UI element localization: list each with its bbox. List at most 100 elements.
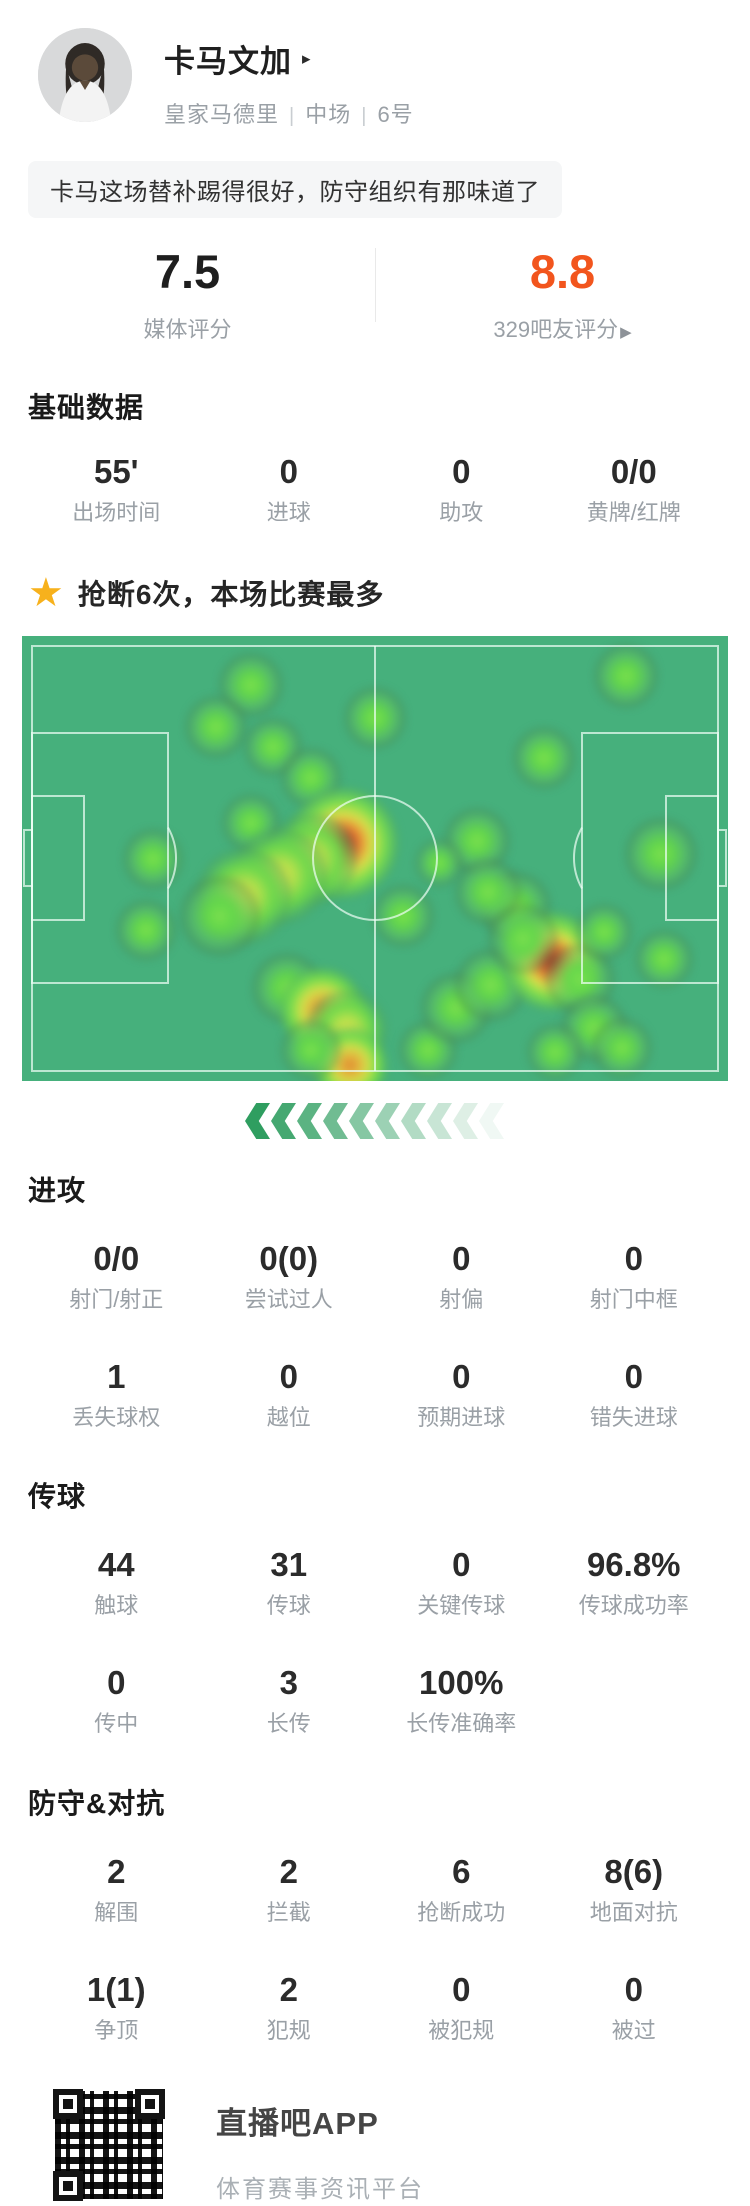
stat-value: 100% [419,1664,504,1701]
stat-label: 拦截 [266,1900,311,1925]
heatmap-blobs [22,636,728,1081]
stat-value: 0 [452,1971,471,2008]
heat-blob [414,838,463,887]
app-tagline: 体育赛事资讯平台 [216,2176,424,2203]
media-rating: 7.5 媒体评分 [0,246,375,358]
stat-cell: 31 传球 [203,1543,376,1625]
chevron-left-icon [427,1103,452,1139]
heat-blob [488,903,559,974]
stat-value: 1 [107,1358,126,1395]
chevron-left-icon [323,1103,348,1139]
stat-cell: 0 错失进球 [548,1355,721,1437]
stat-label: 抢断成功 [417,1900,506,1925]
stat-cell: 0 助攻 [375,450,548,532]
stat-cell: 0 越位 [203,1355,376,1437]
stat-cell: 8(6) 地面对抗 [548,1850,721,1932]
heat-blob [576,903,633,960]
qr-code [48,2084,170,2206]
heat-blob [115,899,176,960]
stat-value: 3 [279,1664,298,1701]
stat-value: 0 [452,1546,471,1583]
team-name: 皇家马德里 [164,102,280,127]
stat-value: 2 [107,1853,126,1890]
stat-cell: 0/0 黄牌/红牌 [548,450,721,532]
player-subtitle: 皇家马德里 | 中场 | 6号 [164,97,414,129]
stat-cell: 0 进球 [203,450,376,532]
chevron-left-icon [375,1103,400,1139]
stat-label: 尝试过人 [244,1287,333,1312]
stat-cell: 44 触球 [30,1543,203,1625]
chevron-left-icon [479,1103,504,1139]
divider [375,248,376,322]
chevron-left-icon [297,1103,322,1139]
stat-cell: 3 长传 [203,1661,376,1743]
stat-cell: 1(1) 争顶 [30,1968,203,2050]
defense-stats-grid: 2 解围 2 拦截 6 抢断成功 8(6) 地面对抗 1(1) 争顶 2 犯规 0 被犯规 0 被过 [0,1850,750,2050]
qr-finder-icon [135,2089,165,2119]
chevron-left-icon [453,1103,478,1139]
passing-stats-grid: 44 触球 31 传球 0 关键传球 96.8% 传球成功率 0 传中 3 长传 100% 长传准确率 [0,1543,750,1743]
stat-label: 错失进球 [589,1405,678,1430]
stat-label: 传球 [266,1593,311,1618]
media-rating-label: 媒体评分 [143,316,232,342]
stat-value: 0 [452,1358,471,1395]
fans-rating[interactable]: 8.8 329吧友评分 ▶ [375,246,750,358]
highlight-text: 抢断6次，本场比赛最多 [77,579,385,610]
stat-value: 6 [452,1853,471,1890]
highlight-line: ★ 抢断6次，本场比赛最多 [28,570,750,616]
caret-right-icon: ▸ [302,49,311,68]
player-avatar [38,28,132,122]
stat-value: 31 [270,1546,308,1583]
heat-blob [592,1017,653,1078]
stat-value: 0 [279,453,298,490]
stat-cell: 0/0 射门/射正 [30,1237,203,1319]
player-photo-placeholder [38,28,132,122]
stat-label: 犯规 [266,2018,311,2043]
player-name-row[interactable]: 卡马文加 ▸ [164,36,414,81]
separator: | [289,105,296,127]
position: 中场 [305,102,352,127]
fans-rating-value: 8.8 [529,245,596,298]
media-rating-value: 7.5 [154,245,221,298]
editor-comment-banner: 卡马这场替补踢得很好，防守组织有那味道了 [28,161,562,218]
heat-blob [185,696,248,759]
qr-finder-icon [53,2171,83,2201]
stat-label: 被过 [611,2018,656,2043]
stat-label: 触球 [94,1593,139,1618]
shirt-number: 6号 [377,102,414,127]
stat-cell: 0 预期进球 [375,1355,548,1437]
stat-value: 0/0 [93,1240,140,1277]
stat-label: 传中 [94,1711,139,1736]
chevron-left-icon [271,1103,296,1139]
stat-value: 1(1) [86,1971,146,2008]
stat-cell: 0 关键传球 [375,1543,548,1625]
pitch-lines [23,645,727,1072]
stat-value: 0 [624,1358,643,1395]
section-title-passing: 传球 [28,1481,87,1512]
stat-cell: 2 犯规 [203,1968,376,2050]
stat-cell: 6 抢断成功 [375,1850,548,1932]
stat-value: 96.8% [586,1546,681,1583]
stat-cell: 0(0) 尝试过人 [203,1237,376,1319]
stat-label: 被犯规 [428,2018,495,2043]
app-name: 直播吧APP [216,2106,379,2141]
attack-stats-grid: 0/0 射门/射正 0(0) 尝试过人 0 射偏 0 射门中框 1 丢失球权 0 越位 0 预期进球 0 错失… [0,1237,750,1437]
stat-value: 44 [97,1546,135,1583]
fans-rating-label[interactable]: 329吧友评分 ▶ [493,316,632,342]
heat-blob [513,727,576,790]
stat-label: 射偏 [439,1287,484,1312]
stat-label: 传球成功率 [578,1593,689,1618]
stat-value: 2 [279,1853,298,1890]
stat-label: 解围 [94,1900,139,1925]
stat-label: 预期进球 [417,1405,506,1430]
stat-label: 进球 [266,500,311,525]
arrow-right-icon: ▶ [620,323,632,341]
stat-label: 射门/射正 [69,1287,164,1312]
stat-label: 助攻 [439,500,484,525]
stat-cell: 100% 长传准确率 [375,1661,548,1743]
stat-value: 0 [624,1971,643,2008]
player-name: 卡马文加 [164,44,292,79]
heat-blob [593,644,658,709]
stat-value: 0 [452,453,471,490]
section-title-defense: 防守&对抗 [28,1788,166,1819]
